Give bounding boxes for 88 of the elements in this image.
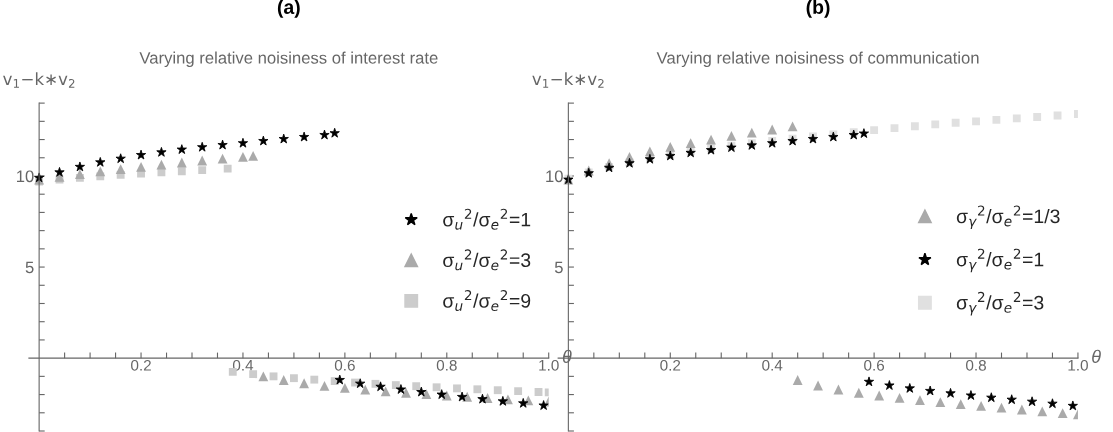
point — [176, 157, 187, 168]
point — [319, 380, 330, 391]
point — [380, 386, 391, 397]
point — [223, 164, 232, 173]
x-tick-label: 0.6 — [334, 359, 355, 371]
legend-label: σ$_{γ}$$^{2}$/σ$_{e}$$^{2}$=3 — [956, 291, 1044, 316]
legend-label: σ$_{γ}$$^{2}$/σ$_{e}$$^{2}$=1/3 — [956, 205, 1060, 230]
chart-subtitle: Varying relative noisiness of interest rate — [139, 51, 438, 68]
point — [310, 375, 319, 384]
point — [299, 378, 310, 389]
point — [910, 122, 919, 131]
point — [339, 382, 350, 393]
point — [833, 384, 844, 395]
point — [951, 118, 960, 127]
point — [935, 397, 946, 407]
point — [874, 390, 885, 401]
point — [787, 121, 798, 132]
point — [278, 375, 289, 385]
point — [534, 388, 543, 396]
x-axis-title: θ — [1092, 349, 1101, 363]
x-tick-label: 0.4 — [762, 359, 783, 371]
point — [1033, 113, 1042, 121]
legend-label: σ$_{u}$$^{2}$/σ$_{e}$$^{2}$=1 — [443, 208, 531, 230]
point — [1037, 406, 1048, 417]
point — [665, 141, 676, 152]
point — [198, 166, 207, 175]
point — [890, 124, 899, 132]
point — [74, 169, 85, 180]
point — [792, 375, 803, 385]
point — [514, 387, 523, 396]
y-axis-title: v$_{1}$−k∗v$_{2}$ — [3, 72, 75, 88]
point — [976, 400, 987, 411]
point — [289, 374, 298, 383]
y-tick-label: 10 — [546, 170, 563, 183]
point — [767, 124, 778, 135]
point — [115, 164, 126, 174]
point — [360, 384, 371, 395]
point — [931, 120, 940, 129]
point — [197, 155, 208, 166]
point — [432, 383, 441, 392]
point — [1012, 114, 1021, 123]
point — [238, 151, 248, 162]
chart-title: (b) — [806, 0, 830, 18]
point — [853, 387, 864, 398]
chart-title: (a) — [277, 0, 300, 18]
x-tick-label: 0.2 — [131, 359, 151, 371]
point — [915, 395, 925, 405]
point — [249, 370, 258, 379]
point — [996, 402, 1007, 413]
point — [248, 151, 259, 161]
point — [421, 389, 432, 400]
y-tick-label: 10 — [17, 170, 34, 183]
legend-label: σ$_{u}$$^{2}$/σ$_{e}$$^{2}$=9 — [443, 290, 531, 311]
point — [894, 392, 905, 403]
point — [685, 138, 696, 149]
point — [955, 399, 966, 409]
point — [453, 384, 461, 393]
point — [746, 127, 757, 138]
point — [177, 167, 186, 176]
y-tick-label: 5 — [554, 261, 563, 274]
point — [269, 372, 278, 381]
point — [1016, 404, 1027, 415]
point — [473, 385, 482, 394]
point — [412, 382, 421, 391]
x-tick-label: 0.2 — [660, 359, 681, 371]
x-tick-label: 0.6 — [864, 359, 885, 371]
point — [401, 387, 411, 398]
x-tick-label: 0.8 — [436, 359, 457, 371]
point — [1057, 408, 1068, 419]
x-tick-label: 0.8 — [966, 359, 986, 371]
point — [493, 386, 502, 395]
point — [813, 380, 823, 391]
point — [95, 166, 106, 177]
legend-label: σ$_{u}$$^{2}$/σ$_{e}$$^{2}$=3 — [443, 249, 531, 271]
point — [156, 159, 167, 170]
point — [972, 117, 980, 126]
y-tick-label: 5 — [25, 261, 34, 274]
y-axis-title: v$_{1}$−k∗v$_{2}$ — [532, 72, 604, 88]
point — [258, 371, 269, 382]
legend-label: σ$_{γ}$$^{2}$/σ$_{e}$$^{2}$=1 — [956, 248, 1044, 273]
point — [217, 153, 228, 164]
point — [870, 126, 879, 135]
x-tick-label: 1.0 — [1068, 359, 1088, 371]
x-tick-label: 1.0 — [539, 359, 559, 371]
chart-subtitle: Varying relative noisiness of communication — [656, 51, 979, 68]
point — [992, 115, 1001, 124]
point — [136, 161, 146, 172]
point — [726, 131, 737, 141]
